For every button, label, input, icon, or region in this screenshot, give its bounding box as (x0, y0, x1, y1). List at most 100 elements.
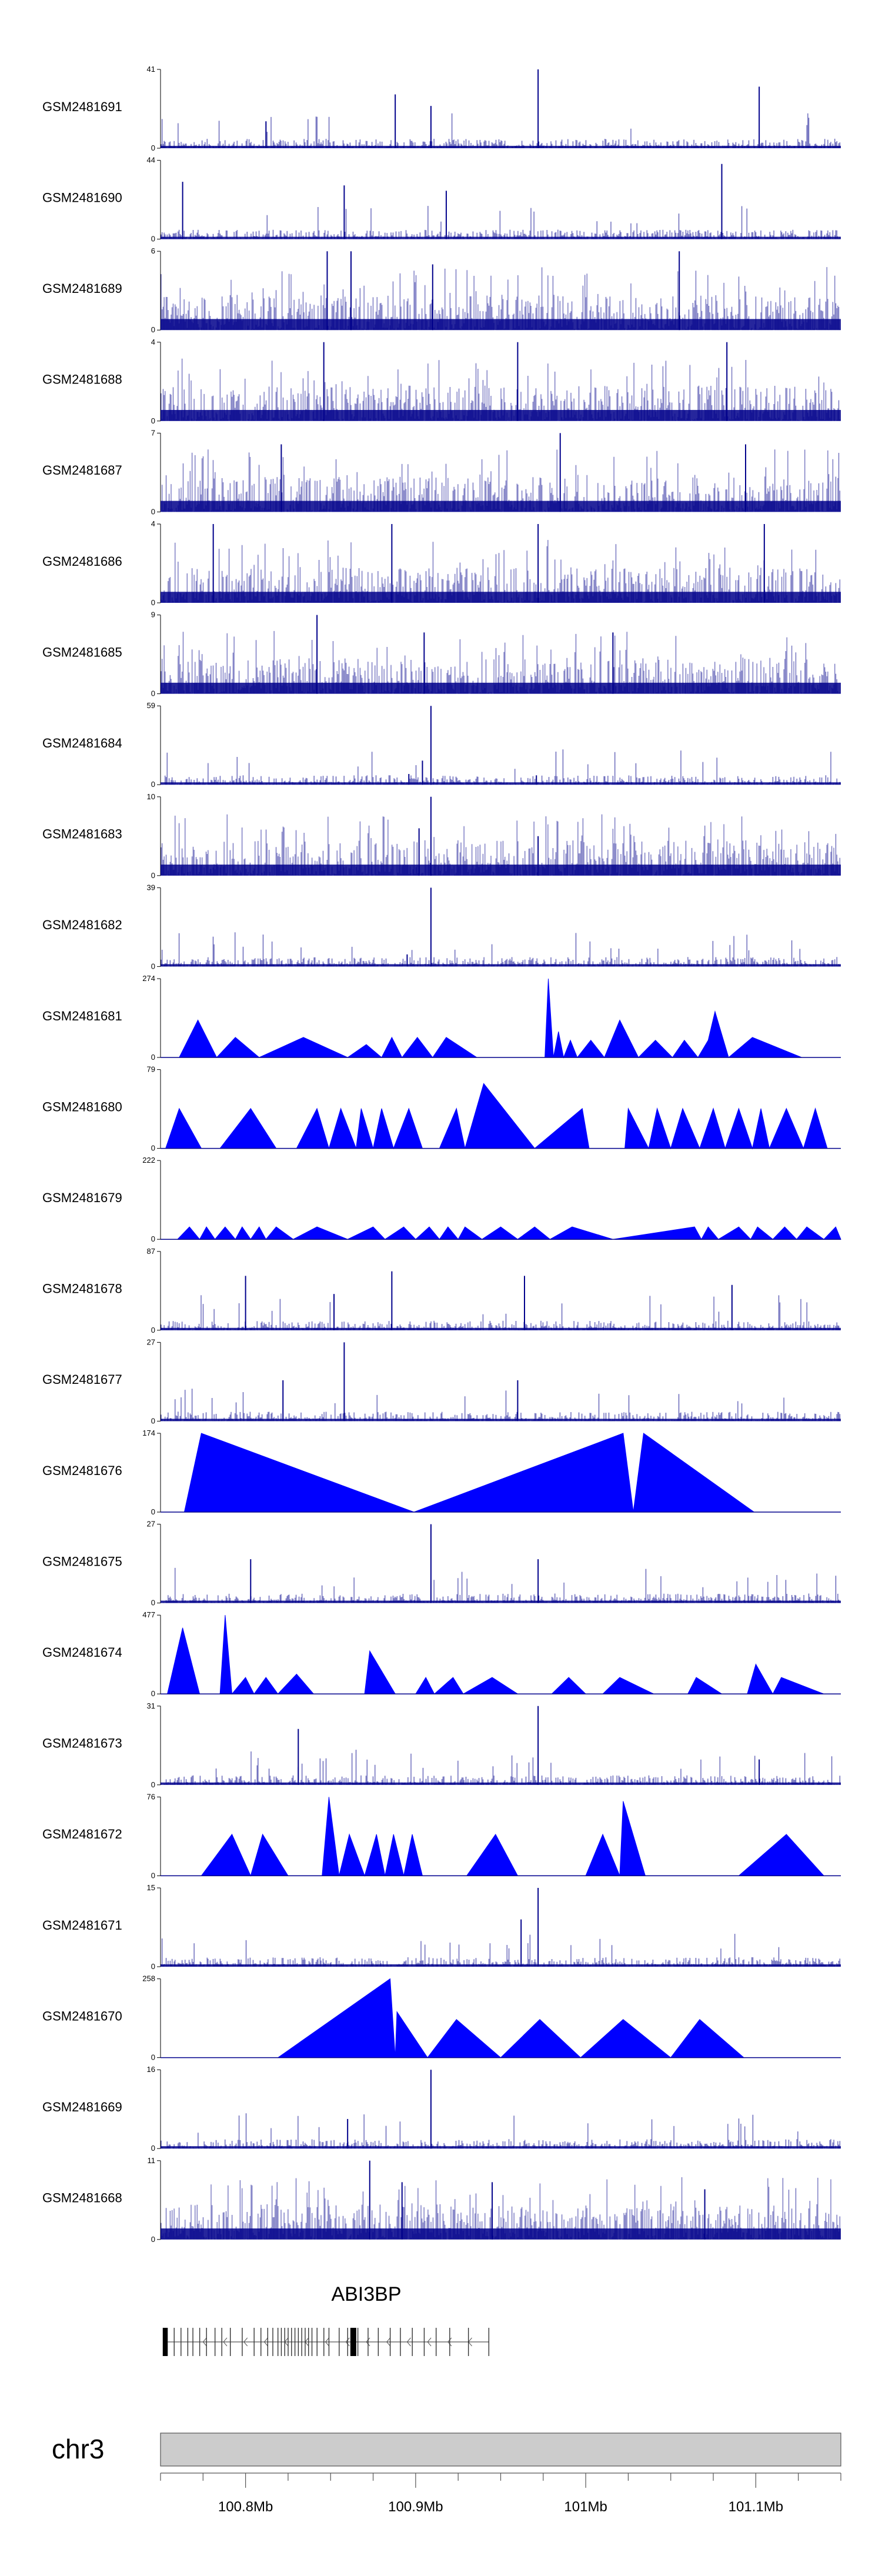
track-GSM2481687: GSM2481687 7 0 (42, 428, 841, 516)
track-label: GSM2481678 (42, 1282, 122, 1296)
signal-floor (161, 410, 841, 421)
chromosome-label: chr3 (52, 2434, 104, 2464)
y-tick-label-zero: 0 (151, 1599, 155, 1607)
coordinate-label: 100.8Mb (218, 2499, 273, 2515)
gene-track: ABI3BP (162, 2283, 490, 2356)
y-tick-label-zero: 0 (151, 962, 155, 970)
exon-cds-block (350, 2328, 356, 2356)
track-GSM2481671: GSM2481671 15 0 (42, 1883, 841, 1971)
coverage-area (178, 978, 802, 1059)
signal-floor (161, 592, 841, 603)
exon-27 (316, 2328, 318, 2356)
signal-floor (161, 1419, 841, 1422)
coverage-area (165, 1083, 828, 1150)
y-tick-label-zero: 0 (151, 416, 155, 425)
track-label: GSM2481683 (42, 827, 122, 842)
y-tick-label-zero: 0 (151, 2053, 155, 2062)
strand-arrow (263, 2337, 268, 2347)
track-GSM2481688: GSM2481688 4 0 (42, 338, 841, 425)
track-GSM2481676: GSM2481676 174 0 (42, 1429, 841, 1516)
exon-17 (280, 2328, 282, 2356)
track-label: GSM2481685 (42, 645, 122, 659)
signal-bars (161, 749, 840, 785)
strand-arrow (345, 2337, 350, 2347)
signal-floor (161, 236, 841, 239)
y-tick-label-max: 222 (142, 1156, 155, 1164)
track-GSM2481673: GSM2481673 31 0 (42, 1701, 841, 1789)
track-GSM2481668: GSM2481668 11 0 (42, 2156, 841, 2244)
y-tick-label-max: 477 (142, 1610, 155, 1619)
signal-bars (161, 1750, 840, 1785)
signal-floor (161, 682, 841, 694)
signal-floor (161, 964, 841, 967)
signal-bars (161, 2113, 840, 2149)
strand-arrow (223, 2337, 228, 2347)
track-label: GSM2481670 (42, 2008, 122, 2023)
signal-bars (161, 113, 840, 148)
track-GSM2481691: GSM2481691 41 0 (42, 65, 841, 152)
signal-floor (161, 2228, 841, 2240)
y-tick-label-zero: 0 (151, 598, 155, 607)
exon-38 (423, 2328, 425, 2356)
track-GSM2481689: GSM2481689 6 0 (42, 246, 841, 334)
signal-bars (161, 1567, 840, 1603)
signal-floor (161, 2146, 841, 2149)
y-tick-label-zero: 0 (151, 1689, 155, 1698)
track-GSM2481678: GSM2481678 87 0 (42, 1247, 841, 1334)
strand-arrow (366, 2337, 370, 2347)
track-GSM2481679: GSM2481679 222 0 (42, 1156, 841, 1243)
y-tick-label-max: 258 (142, 1974, 155, 1983)
y-tick-label-max: 11 (148, 2156, 156, 2165)
signal-bars (161, 1934, 840, 1967)
y-tick-label-max: 79 (147, 1065, 155, 1074)
signal-bars (161, 932, 840, 967)
strand-arrow (243, 2337, 248, 2347)
signal-floor (161, 319, 841, 331)
exon-12 (253, 2328, 255, 2356)
y-tick-label-max: 76 (147, 1792, 155, 1801)
y-tick-label-max: 27 (147, 1337, 155, 1346)
y-tick-label-zero: 0 (151, 1780, 155, 1789)
y-tick-label-max: 44 (147, 156, 155, 165)
y-tick-label-zero: 0 (151, 235, 155, 243)
track-GSM2481674: GSM2481674 477 0 (42, 1610, 841, 1698)
track-label: GSM2481676 (42, 1463, 122, 1478)
coordinate-label: 100.9Mb (388, 2499, 443, 2515)
track-label: GSM2481679 (42, 1190, 122, 1205)
track-label: GSM2481688 (42, 372, 122, 387)
y-tick-label-zero: 0 (151, 2144, 155, 2153)
signal-floor (161, 1327, 841, 1330)
exon-23 (301, 2328, 302, 2356)
track-GSM2481681: GSM2481681 274 0 (42, 974, 841, 1062)
track-label: GSM2481680 (42, 1099, 122, 1114)
coverage-area (277, 1978, 745, 2058)
track-label: GSM2481669 (42, 2100, 122, 2114)
track-label: GSM2481675 (42, 1554, 122, 1569)
y-tick-label-max: 6 (151, 246, 155, 255)
y-tick-label-max: 4 (151, 338, 155, 346)
y-tick-label-zero: 0 (151, 507, 155, 516)
exon-5 (192, 2328, 193, 2356)
coordinate-label: 101.1Mb (729, 2499, 783, 2515)
signal-bars (161, 206, 840, 239)
y-tick-label-zero: 0 (151, 1053, 155, 1062)
strand-arrow (406, 2337, 411, 2347)
track-label: GSM2481687 (42, 463, 122, 478)
y-tick-label-max: 174 (142, 1429, 155, 1437)
y-tick-label-max: 39 (147, 883, 155, 892)
exon-13 (260, 2328, 262, 2356)
y-tick-label-max: 31 (147, 1701, 155, 1710)
strand-arrow (447, 2337, 452, 2347)
exon-40 (449, 2328, 450, 2356)
y-tick-label-max: 10 (147, 792, 155, 801)
exon-15 (272, 2328, 273, 2356)
track-label: GSM2481681 (42, 1009, 122, 1023)
track-label: GSM2481677 (42, 1372, 122, 1387)
y-tick-label-max: 15 (147, 1883, 155, 1892)
signal-bars (161, 1389, 840, 1422)
data-tracks: GSM2481691410GSM2481690440GSM248168960GS… (42, 65, 841, 2244)
y-tick-label-max: 4 (151, 519, 155, 528)
y-tick-label-zero: 0 (151, 1144, 155, 1153)
y-tick-label-zero: 0 (151, 689, 155, 698)
